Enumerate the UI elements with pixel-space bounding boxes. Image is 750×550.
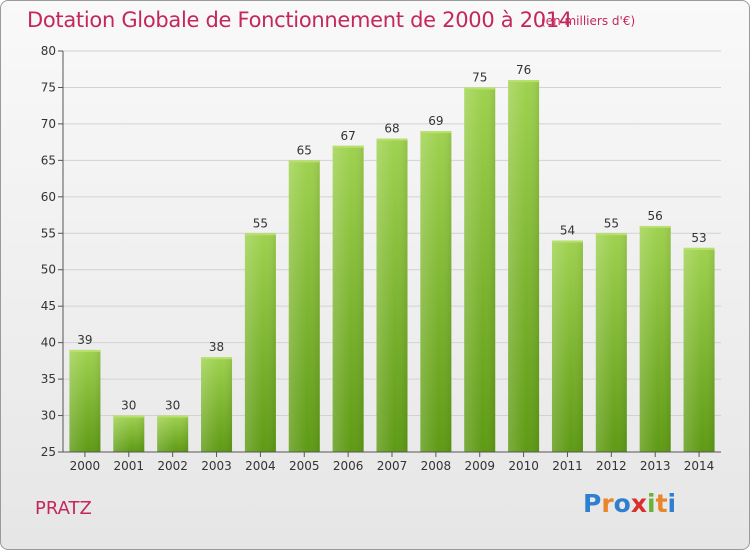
bar-shade-2014 [683, 247, 715, 452]
axes: 25 30 35 40 45 50 55 60 65 70 75 80 2000 2001 2002 2003… [41, 44, 721, 473]
bar-top-edge-2007 [376, 138, 408, 141]
y-tick-label-55: 55 [41, 226, 56, 240]
x-tick-label-2005: 2005 [289, 459, 320, 473]
data-label-2005: 65 [297, 143, 312, 157]
bar-shade-2013 [639, 225, 671, 452]
data-label-2014: 53 [691, 231, 706, 245]
x-tick-label-2014: 2014 [684, 459, 715, 473]
x-tick-label-2002: 2002 [157, 459, 188, 473]
x-tick-label-2011: 2011 [552, 459, 583, 473]
bar-top-edge-2001 [113, 415, 145, 418]
y-tick-label-65: 65 [41, 153, 56, 167]
data-label-2009: 75 [472, 70, 487, 84]
chart-unit-label: (en milliers d'€) [541, 14, 636, 28]
proxiti-logo: Proxiti [583, 489, 676, 518]
logo-letter: x [630, 489, 647, 518]
bar-top-edge-2006 [332, 145, 364, 148]
bar-shade-2008 [420, 131, 452, 452]
y-tick-label-30: 30 [41, 409, 56, 423]
y-tick-label-50: 50 [41, 263, 56, 277]
data-label-2006: 67 [340, 129, 355, 143]
data-label-2011: 54 [560, 224, 575, 238]
bar-shade-2012 [595, 233, 627, 452]
x-tick-label-2008: 2008 [421, 459, 452, 473]
bar-top-edge-2003 [201, 357, 233, 360]
bar-top-edge-2010 [508, 80, 540, 83]
bar-top-edge-2004 [244, 233, 276, 236]
x-tick-label-2012: 2012 [596, 459, 627, 473]
data-label-2004: 55 [253, 216, 268, 230]
y-tick-label-45: 45 [41, 299, 56, 313]
y-tick-label-35: 35 [41, 372, 56, 386]
bar-shade-2009 [464, 87, 496, 453]
chart-title: Dotation Globale de Fonctionnement de 20… [27, 8, 572, 32]
bar-top-edge-2002 [157, 415, 189, 418]
logo-letter: i [647, 489, 656, 518]
data-label-2008: 69 [428, 114, 443, 128]
commune-name: PRATZ [35, 498, 92, 519]
bar-shade-2002 [157, 415, 189, 452]
y-tick-label-25: 25 [41, 445, 56, 459]
y-tick-label-40: 40 [41, 336, 56, 350]
y-tick-label-80: 80 [41, 44, 56, 58]
data-label-2010: 76 [516, 63, 531, 77]
bar-shade-2005 [288, 160, 320, 452]
logo-letter: r [601, 489, 614, 518]
bar-shade-2006 [332, 145, 364, 453]
bar-top-edge-2000 [69, 349, 101, 352]
data-label-2013: 56 [648, 209, 663, 223]
data-label-2001: 30 [121, 399, 136, 413]
bar-top-edge-2009 [464, 87, 496, 90]
data-label-2003: 38 [209, 340, 224, 354]
bar-shade-2000 [69, 349, 101, 452]
data-label-2012: 55 [604, 216, 619, 230]
bar-top-edge-2014 [683, 247, 715, 250]
x-tick-label-2003: 2003 [201, 459, 232, 473]
bar-shade-2007 [376, 138, 408, 452]
bar-shade-2010 [508, 80, 540, 452]
logo-letter: i [667, 489, 677, 518]
data-label-2000: 39 [77, 333, 92, 347]
bar-shade-2003 [201, 357, 233, 452]
bar-top-edge-2011 [551, 240, 583, 243]
data-labels: 39 30 30 38 55 65 67 68 69 75 76 54 55 56 53 [77, 63, 706, 412]
x-tick-label-2013: 2013 [640, 459, 671, 473]
logo-letter: t [655, 489, 668, 518]
data-label-2002: 30 [165, 399, 180, 413]
bar-shade-2001 [113, 415, 145, 452]
bar-shade-2011 [551, 240, 583, 452]
bars [69, 80, 715, 453]
bar-shade-2004 [244, 233, 276, 452]
y-tick-label-75: 75 [41, 80, 56, 94]
bar-top-edge-2008 [420, 131, 452, 134]
y-tick-label-60: 60 [41, 190, 56, 204]
logo-letter: P [583, 489, 602, 518]
y-tick-label-70: 70 [41, 117, 56, 131]
bar-top-edge-2012 [595, 233, 627, 236]
x-tick-label-2004: 2004 [245, 459, 276, 473]
x-tick-label-2001: 2001 [114, 459, 145, 473]
bar-top-edge-2013 [639, 225, 671, 228]
x-tick-label-2009: 2009 [464, 459, 495, 473]
x-tick-label-2006: 2006 [333, 459, 364, 473]
x-tick-label-2010: 2010 [508, 459, 539, 473]
logo-letter: o [613, 489, 631, 518]
bar-top-edge-2005 [288, 160, 320, 163]
x-tick-label-2007: 2007 [377, 459, 408, 473]
x-tick-label-2000: 2000 [70, 459, 101, 473]
data-label-2007: 68 [384, 121, 399, 135]
